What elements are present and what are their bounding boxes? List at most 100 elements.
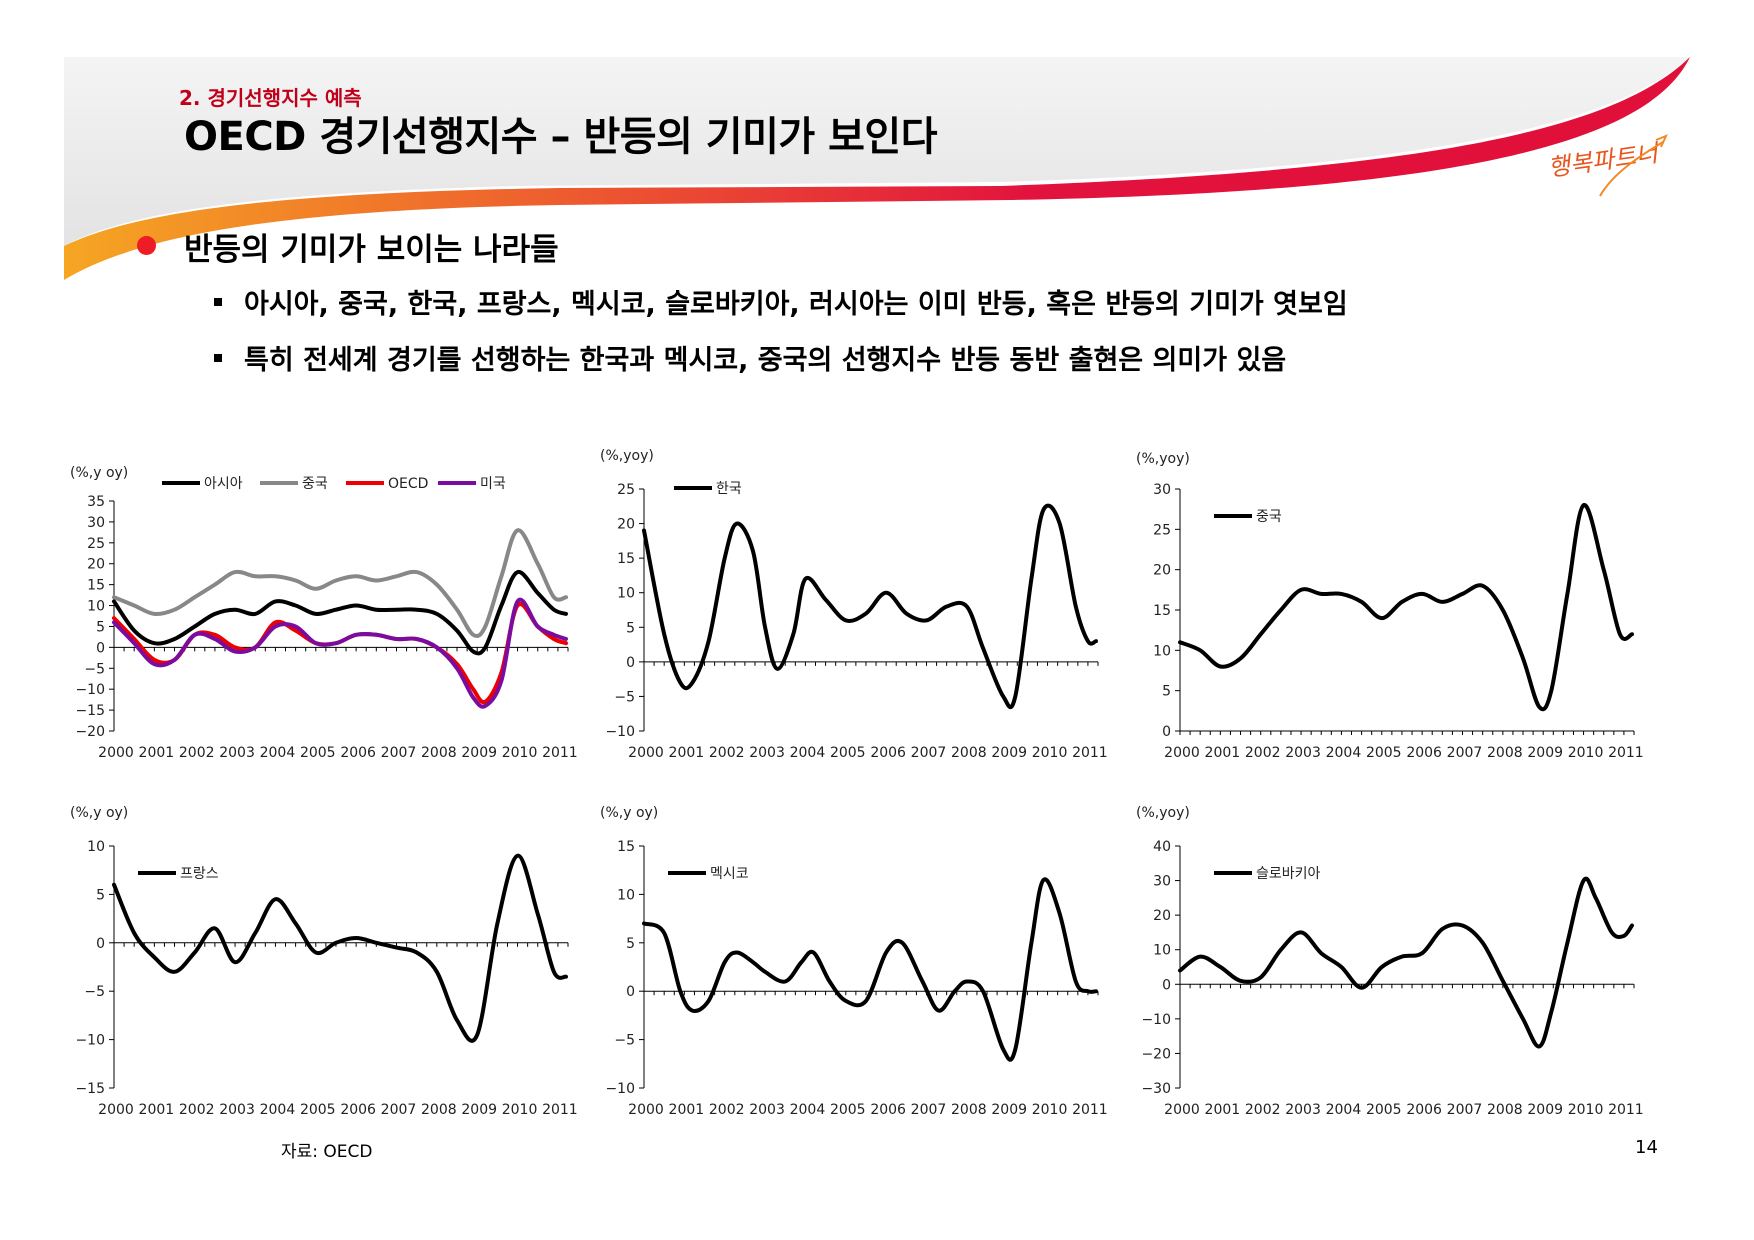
x-tick-label: 2005 (300, 745, 336, 761)
y-tick-label: 10 (1153, 943, 1171, 959)
y-tick-label: 25 (87, 536, 105, 552)
legend-label: 미국 (480, 476, 506, 492)
x-tick-label: 2008 (951, 745, 987, 761)
y-tick-label: 5 (626, 936, 635, 952)
legend-label: OECD (388, 476, 428, 492)
y-axis-label: (%,yoy) (1136, 451, 1190, 467)
series-line-미국 (112, 597, 568, 709)
y-tick-label: −10 (75, 1033, 105, 1049)
y-tick-label: −10 (605, 724, 635, 740)
y-tick-label: −5 (84, 984, 105, 1000)
y-tick-label: −15 (75, 1081, 105, 1097)
x-tick-label: 2005 (830, 1102, 866, 1118)
y-tick-label: 0 (626, 655, 635, 671)
y-tick-label: −10 (605, 1081, 635, 1097)
x-tick-label: 2000 (98, 1102, 134, 1118)
x-tick-label: 2001 (669, 745, 705, 761)
x-tick-label: 2006 (340, 745, 376, 761)
y-tick-label: −5 (614, 689, 635, 705)
x-tick-label: 2009 (991, 1102, 1027, 1118)
y-tick-label: 15 (617, 839, 635, 855)
x-tick-label: 2004 (1326, 745, 1362, 761)
header-banner (64, 57, 1690, 280)
x-tick-label: 2004 (790, 1102, 826, 1118)
y-tick-label: −5 (614, 1033, 635, 1049)
x-tick-label: 2002 (709, 745, 745, 761)
y-tick-label: 0 (96, 936, 105, 952)
y-tick-label: 10 (617, 586, 635, 602)
series-line-한국 (642, 503, 1098, 710)
x-tick-label: 2001 (1205, 745, 1241, 761)
y-tick-label: 15 (87, 578, 105, 594)
y-tick-label: −15 (75, 703, 105, 719)
chart-asia-composite: (%,y oy) −20 −15 −10 −5 0 5 10 15 20 25 30 35 2000 200… (70, 465, 578, 761)
x-tick-label: 2006 (1406, 745, 1442, 761)
x-tick-label: 2005 (830, 745, 866, 761)
y-tick-label: 0 (626, 984, 635, 1000)
y-tick-label: 30 (1153, 874, 1171, 890)
series-line-중국 (1178, 503, 1634, 712)
y-tick-label: −20 (1141, 1046, 1171, 1062)
x-tick-label: 2011 (1608, 1102, 1644, 1118)
series-line-중국 (112, 528, 568, 639)
x-tick-label: 2009 (991, 745, 1027, 761)
y-tick-label: 25 (617, 482, 635, 498)
y-tick-label: 20 (1153, 908, 1171, 924)
x-tick-label: 2007 (911, 745, 947, 761)
page-title: OECD 경기선행지수 – 반등의 기미가 보인다 (184, 114, 938, 160)
sub-bullet-2-text: 특히 전세계 경기를 선행하는 한국과 멕시코, 중국의 선행지수 반등 동반 … (244, 345, 1287, 376)
legend-label: 멕시코 (710, 866, 749, 882)
y-tick-label: −20 (75, 724, 105, 740)
x-tick-label: 2002 (179, 1102, 215, 1118)
logo-text: 행복파트너 (1548, 139, 1662, 182)
bullet-dot-icon (137, 236, 156, 255)
y-tick-label: 20 (617, 517, 635, 533)
y-tick-label: −10 (75, 682, 105, 698)
x-tick-label: 2009 (1527, 745, 1563, 761)
x-tick-label: 2003 (749, 745, 785, 761)
x-tick-label: 2011 (542, 1102, 578, 1118)
y-axis-label: (%,y oy) (600, 805, 658, 821)
legend-label: 프랑스 (180, 866, 219, 882)
square-bullet-icon (214, 297, 222, 306)
x-tick-label: 2003 (1285, 1102, 1321, 1118)
x-tick-label: 2006 (870, 1102, 906, 1118)
y-tick-label: 20 (1153, 563, 1171, 579)
x-tick-label: 2007 (381, 1102, 417, 1118)
x-tick-label: 2003 (219, 1102, 255, 1118)
x-tick-label: 2011 (1072, 1102, 1108, 1118)
y-axis-label: (%,yoy) (600, 448, 654, 464)
x-tick-label: 2003 (219, 745, 255, 761)
page-number: 14 (1635, 1137, 1658, 1158)
y-tick-label: 10 (87, 839, 105, 855)
x-tick-label: 2000 (1164, 1102, 1200, 1118)
x-tick-label: 2005 (1366, 745, 1402, 761)
x-tick-label: 2011 (542, 745, 578, 761)
y-tick-label: 15 (617, 551, 635, 567)
y-axis-label: (%,y oy) (70, 805, 128, 821)
x-tick-label: 2007 (911, 1102, 947, 1118)
y-tick-label: 10 (1153, 643, 1171, 659)
x-tick-label: 2008 (951, 1102, 987, 1118)
legend-label: 한국 (716, 481, 742, 497)
y-tick-label: 0 (96, 640, 105, 656)
x-tick-label: 2008 (1487, 1102, 1523, 1118)
x-tick-label: 2011 (1072, 745, 1108, 761)
x-tick-label: 2009 (461, 1102, 497, 1118)
legend-label: 중국 (302, 476, 328, 492)
chart-korea: (%,yoy) −10 −5 0 5 10 15 20 25 2000 2001 2002 2003 20… (600, 448, 1108, 761)
x-tick-label: 2010 (1032, 1102, 1068, 1118)
x-tick-label: 2009 (461, 745, 497, 761)
x-tick-label: 2003 (1285, 745, 1321, 761)
x-tick-label: 2001 (1205, 1102, 1241, 1118)
y-tick-label: −5 (84, 661, 105, 677)
x-tick-label: 2004 (1326, 1102, 1362, 1118)
x-tick-label: 2004 (260, 745, 296, 761)
legend-label: 중국 (1256, 509, 1282, 525)
y-tick-label: 15 (1153, 603, 1171, 619)
legend-label: 아시아 (204, 476, 243, 492)
sub-bullet-2: 특히 전세계 경기를 선행하는 한국과 멕시코, 중국의 선행지수 반등 동반 … (214, 338, 1286, 377)
x-tick-label: 2010 (502, 1102, 538, 1118)
square-bullet-icon (214, 353, 222, 362)
